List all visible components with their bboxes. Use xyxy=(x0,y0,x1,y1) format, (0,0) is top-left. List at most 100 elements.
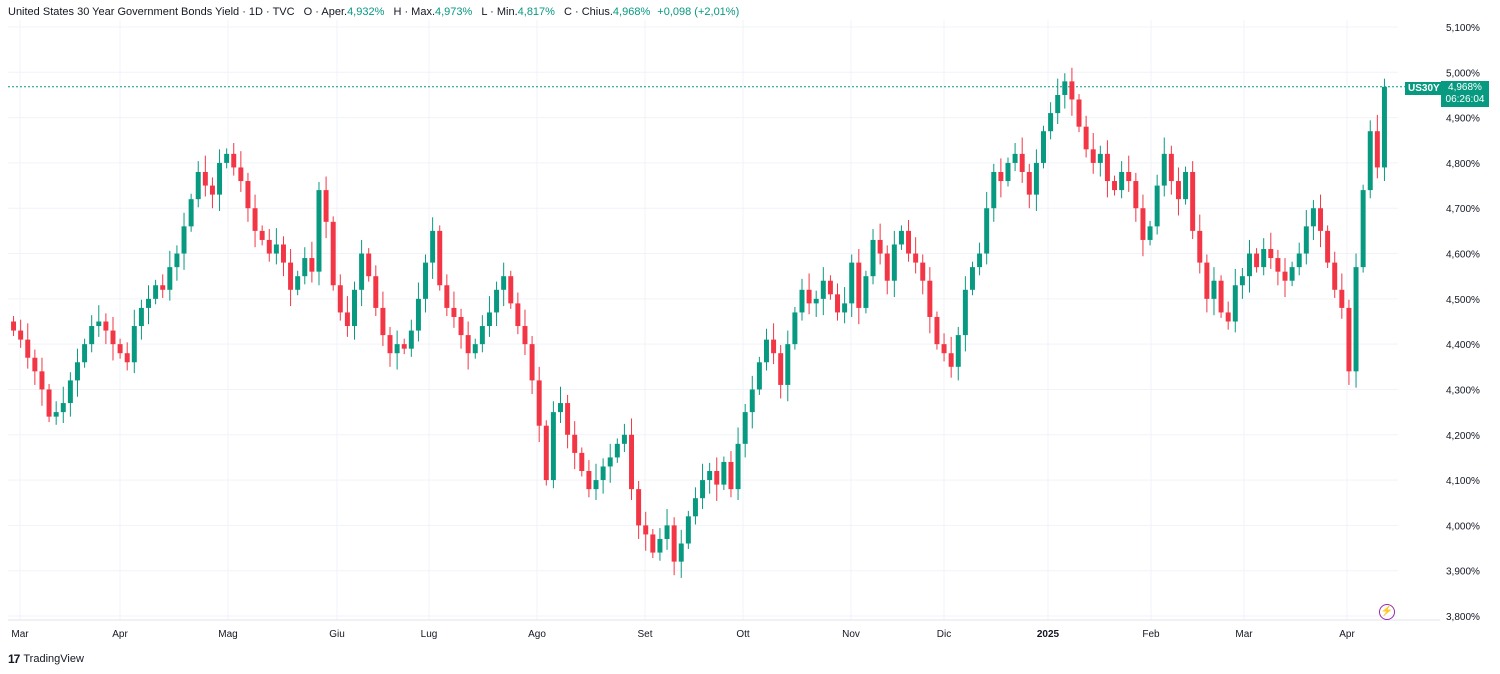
candle xyxy=(636,480,642,539)
candle-body xyxy=(650,534,656,553)
candle xyxy=(536,366,542,443)
candle-body xyxy=(1026,171,1032,195)
candle-body xyxy=(1147,226,1153,240)
candle xyxy=(579,447,585,477)
candle-body xyxy=(1062,81,1068,95)
candle xyxy=(884,245,890,295)
candle-body xyxy=(124,353,130,363)
candle-body xyxy=(600,466,606,481)
candle xyxy=(46,384,52,423)
symbol-title[interactable]: United States 30 Year Government Bonds Y… xyxy=(8,6,295,18)
candle-body xyxy=(302,258,308,277)
candle-body xyxy=(323,190,329,222)
candle-body xyxy=(586,471,592,490)
chart-legend: United States 30 Year Government Bonds Y… xyxy=(8,6,739,18)
candle-body xyxy=(1119,171,1125,191)
candle-body xyxy=(217,162,223,195)
candle xyxy=(1239,268,1245,299)
candle xyxy=(1133,172,1139,222)
candle xyxy=(650,529,656,559)
candle-body xyxy=(1268,249,1274,259)
candle xyxy=(962,276,968,352)
candle-body xyxy=(82,344,88,363)
candle-body xyxy=(799,289,805,313)
candle xyxy=(856,249,862,325)
candle-body xyxy=(1133,181,1139,209)
candle-body xyxy=(728,461,734,490)
candle-body xyxy=(11,321,17,331)
candle-body xyxy=(1154,185,1160,227)
candle-body xyxy=(1325,230,1331,263)
candle-body xyxy=(792,312,798,345)
flash-icon[interactable]: ⚡ xyxy=(1379,604,1395,620)
x-tick-label: Set xyxy=(637,629,652,640)
candle xyxy=(1303,210,1309,265)
candle xyxy=(522,309,528,356)
candle-body xyxy=(103,321,109,331)
candle xyxy=(245,172,251,222)
candle-body xyxy=(337,285,343,313)
candle-body xyxy=(756,362,762,390)
candle xyxy=(18,319,24,348)
candle xyxy=(1318,194,1324,248)
candle-body xyxy=(224,153,230,163)
candle xyxy=(1374,114,1380,179)
candle xyxy=(458,308,464,349)
candle xyxy=(1275,249,1281,286)
candle-body xyxy=(607,457,613,467)
candle xyxy=(714,457,720,501)
candle-body xyxy=(316,190,322,272)
candle xyxy=(259,225,265,246)
candle-body xyxy=(174,253,180,268)
open-value: 4,932% xyxy=(347,6,385,18)
candle xyxy=(749,375,755,429)
candle xyxy=(238,151,244,192)
y-tick-label: 4,700% xyxy=(1446,204,1480,215)
candle-body xyxy=(330,221,336,286)
candle xyxy=(1381,78,1387,182)
candle-body xyxy=(1296,253,1302,268)
candle-body xyxy=(89,326,95,345)
candle xyxy=(621,423,627,452)
candle-body xyxy=(195,171,201,200)
candle xyxy=(252,194,258,248)
candle-body xyxy=(394,344,400,354)
candle-body xyxy=(486,312,492,327)
candle-body xyxy=(820,280,826,299)
candle-body xyxy=(231,153,237,168)
candle xyxy=(508,270,514,309)
candle-body xyxy=(53,412,59,417)
candle xyxy=(813,290,819,317)
candle-body xyxy=(735,443,741,490)
candle-body xyxy=(1374,131,1380,168)
candle xyxy=(67,372,73,417)
x-tick-label: 2025 xyxy=(1037,629,1060,640)
candle-body xyxy=(948,353,954,367)
candle-body xyxy=(785,344,791,385)
high-label: H · Max. xyxy=(393,6,435,18)
candle xyxy=(614,438,620,463)
candle-body xyxy=(1225,312,1231,322)
candle xyxy=(1339,273,1345,319)
candle-body xyxy=(1303,226,1309,254)
candle xyxy=(827,275,833,300)
candle-body xyxy=(707,471,713,481)
candle xyxy=(415,282,421,342)
candle xyxy=(607,443,613,483)
candle-body xyxy=(1197,230,1203,263)
candle-body xyxy=(1289,267,1295,281)
candle-body xyxy=(1104,153,1110,182)
candle xyxy=(1112,175,1118,196)
candle xyxy=(941,333,947,362)
candle xyxy=(138,299,144,340)
candle xyxy=(181,212,187,270)
candle-body xyxy=(849,262,855,304)
candle-body xyxy=(1261,249,1267,268)
candle-body xyxy=(245,181,251,209)
candle xyxy=(1140,194,1146,257)
candle-body xyxy=(962,289,968,336)
candle xyxy=(1012,142,1018,172)
tradingview-brand[interactable]: 17 TradingView xyxy=(8,652,84,666)
candle xyxy=(948,336,954,378)
